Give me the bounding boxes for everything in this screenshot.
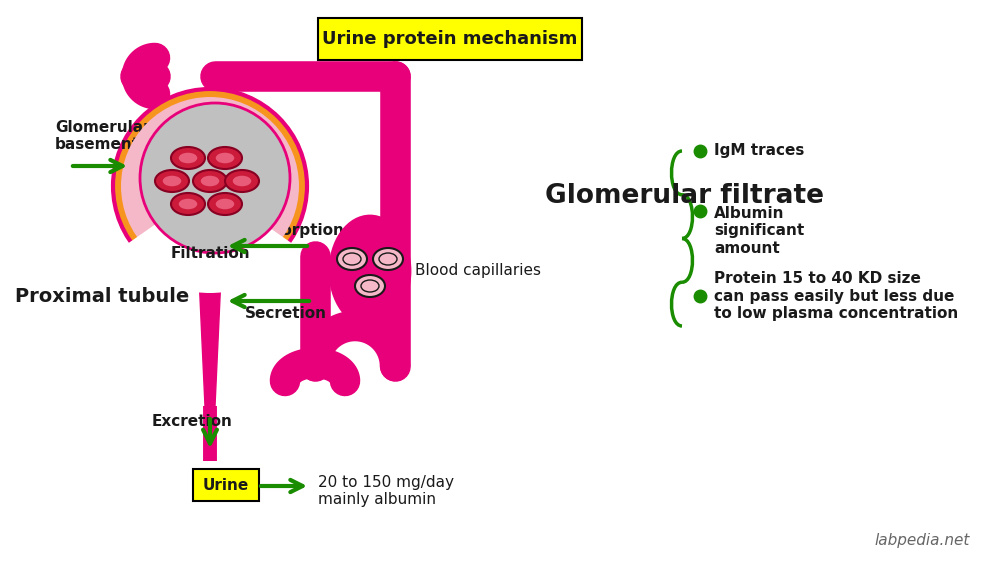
Text: Glomerular
basement: Glomerular basement — [55, 120, 151, 152]
Text: Protein 15 to 40 KD size
can pass easily but less due
to low plasma concentratio: Protein 15 to 40 KD size can pass easily… — [714, 271, 958, 321]
Ellipse shape — [215, 152, 235, 164]
Text: Proximal tubule: Proximal tubule — [15, 286, 189, 306]
Text: 20 to 150 mg/day
mainly albumin: 20 to 150 mg/day mainly albumin — [318, 475, 454, 507]
Text: Excretion: Excretion — [152, 414, 233, 428]
Text: labpedia.net: labpedia.net — [875, 533, 970, 548]
Ellipse shape — [337, 248, 367, 270]
Text: Blood capillaries: Blood capillaries — [415, 264, 541, 278]
Ellipse shape — [208, 193, 242, 215]
Wedge shape — [132, 186, 288, 288]
Ellipse shape — [178, 152, 198, 164]
Text: Reabsorption: Reabsorption — [230, 224, 345, 238]
Text: Glomerular filtrate: Glomerular filtrate — [545, 183, 824, 209]
Ellipse shape — [171, 147, 205, 169]
Circle shape — [113, 89, 307, 283]
Ellipse shape — [225, 170, 259, 192]
Text: Albumin
significant
amount: Albumin significant amount — [714, 206, 804, 256]
Ellipse shape — [373, 248, 403, 270]
Text: Urine protein mechanism: Urine protein mechanism — [323, 30, 577, 48]
Ellipse shape — [361, 280, 379, 292]
Text: Secretion: Secretion — [245, 307, 327, 321]
Ellipse shape — [193, 170, 227, 192]
FancyBboxPatch shape — [318, 18, 582, 60]
Text: IgM traces: IgM traces — [714, 144, 804, 158]
Wedge shape — [122, 186, 298, 293]
Text: Filtration: Filtration — [170, 246, 250, 260]
Ellipse shape — [343, 253, 361, 265]
Ellipse shape — [171, 193, 205, 215]
Ellipse shape — [162, 175, 182, 187]
Ellipse shape — [215, 198, 235, 210]
Circle shape — [121, 97, 299, 275]
Ellipse shape — [178, 198, 198, 210]
Polygon shape — [199, 276, 221, 406]
Ellipse shape — [232, 175, 252, 187]
Ellipse shape — [330, 216, 410, 326]
Ellipse shape — [200, 175, 220, 187]
Text: Urine: Urine — [203, 478, 249, 492]
Ellipse shape — [355, 275, 385, 297]
FancyBboxPatch shape — [193, 469, 259, 501]
Ellipse shape — [208, 147, 242, 169]
Circle shape — [140, 103, 290, 253]
Ellipse shape — [379, 253, 397, 265]
Ellipse shape — [155, 170, 189, 192]
